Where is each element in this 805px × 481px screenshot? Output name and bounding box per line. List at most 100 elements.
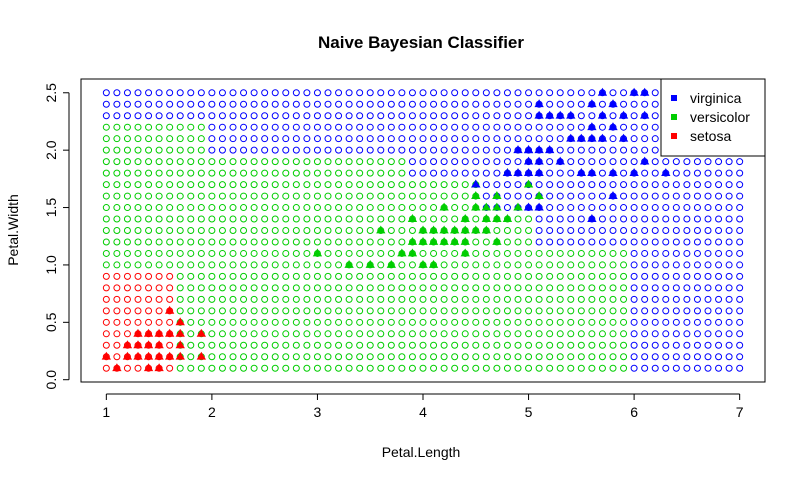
grid-circle-virginica xyxy=(229,112,237,120)
grid-circle-virginica xyxy=(651,330,659,338)
grid-circle-versicolor xyxy=(292,215,300,223)
grid-circle-versicolor xyxy=(567,295,575,303)
grid-circle-versicolor xyxy=(155,169,163,177)
grid-circle-versicolor xyxy=(503,318,511,326)
grid-circle-virginica xyxy=(641,284,649,292)
grid-circle-setosa xyxy=(166,295,174,303)
grid-circle-versicolor xyxy=(261,284,269,292)
grid-circle-versicolor xyxy=(546,341,554,349)
grid-circle-virginica xyxy=(683,181,691,189)
grid-circle-setosa xyxy=(134,307,142,315)
grid-circle-virginica xyxy=(598,204,606,212)
grid-circle-virginica xyxy=(662,364,670,372)
grid-circle-virginica xyxy=(630,192,638,200)
grid-circle-virginica xyxy=(208,123,216,131)
grid-circle-versicolor xyxy=(419,272,427,280)
data-point-setosa xyxy=(196,328,207,337)
grid-circle-versicolor xyxy=(145,158,153,166)
grid-circle-virginica xyxy=(218,146,226,154)
grid-circle-versicolor xyxy=(145,146,153,154)
grid-circle-virginica xyxy=(725,158,733,166)
grid-circle-virginica xyxy=(292,100,300,108)
grid-circle-virginica xyxy=(715,238,723,246)
grid-circle-versicolor xyxy=(229,295,237,303)
data-point-virginica xyxy=(597,87,608,96)
grid-circle-versicolor xyxy=(335,330,343,338)
grid-circle-versicolor xyxy=(176,146,184,154)
grid-circle-virginica xyxy=(683,261,691,269)
grid-circle-versicolor xyxy=(134,238,142,246)
grid-circle-versicolor xyxy=(229,181,237,189)
grid-circle-versicolor xyxy=(514,215,522,223)
grid-circle-virginica xyxy=(123,112,131,120)
grid-circle-versicolor xyxy=(197,123,205,131)
grid-circle-versicolor xyxy=(620,284,628,292)
grid-circle-virginica xyxy=(683,227,691,234)
data-point-setosa xyxy=(164,305,175,314)
grid-circle-versicolor xyxy=(577,353,585,361)
grid-circle-versicolor xyxy=(187,135,195,143)
grid-circle-versicolor xyxy=(313,192,321,200)
grid-circle-versicolor xyxy=(356,158,364,166)
grid-circle-virginica xyxy=(419,158,427,166)
data-point-setosa xyxy=(133,351,143,360)
grid-circle-versicolor xyxy=(620,307,628,315)
grid-circle-versicolor xyxy=(218,158,226,166)
grid-circle-virginica xyxy=(134,100,142,108)
grid-circle-virginica xyxy=(567,238,575,246)
grid-circle-virginica xyxy=(440,100,448,108)
grid-circle-versicolor xyxy=(440,272,448,280)
data-point-versicolor xyxy=(407,236,418,245)
grid-circle-virginica xyxy=(356,146,364,154)
grid-circle-versicolor xyxy=(187,330,195,338)
grid-circle-versicolor xyxy=(387,284,395,292)
grid-circle-virginica xyxy=(725,341,733,349)
grid-circle-versicolor xyxy=(440,261,448,269)
grid-circle-setosa xyxy=(155,295,163,303)
grid-circle-versicolor xyxy=(335,261,343,269)
grid-circle-versicolor xyxy=(514,307,522,315)
grid-circle-versicolor xyxy=(113,227,121,234)
grid-circle-versicolor xyxy=(366,238,374,246)
grid-circle-virginica xyxy=(387,135,395,143)
grid-circle-virginica xyxy=(250,135,258,143)
grid-circle-virginica xyxy=(176,100,184,108)
grid-circle-virginica xyxy=(725,192,733,200)
grid-circle-versicolor xyxy=(197,146,205,154)
grid-circle-versicolor xyxy=(503,227,511,234)
grid-circle-virginica xyxy=(704,330,712,338)
grid-circle-virginica xyxy=(609,146,617,154)
grid-circle-versicolor xyxy=(609,284,617,292)
grid-circle-virginica xyxy=(651,112,659,120)
data-point-versicolor xyxy=(428,259,439,268)
grid-circle-versicolor xyxy=(588,307,596,315)
grid-circle-versicolor xyxy=(261,249,269,257)
grid-circle-virginica xyxy=(704,284,712,292)
grid-circle-versicolor xyxy=(430,364,438,372)
grid-circle-versicolor xyxy=(567,318,575,326)
grid-circle-virginica xyxy=(672,341,680,349)
data-point-setosa xyxy=(154,363,164,372)
grid-circle-versicolor xyxy=(113,135,121,143)
grid-circle-versicolor xyxy=(472,295,480,303)
grid-circle-versicolor xyxy=(387,169,395,177)
grid-circle-virginica xyxy=(641,261,649,269)
grid-circle-virginica xyxy=(556,204,564,212)
grid-circle-setosa xyxy=(166,341,174,349)
grid-circle-virginica xyxy=(577,204,585,212)
grid-circle-setosa xyxy=(134,284,142,292)
grid-circle-versicolor xyxy=(356,181,364,189)
data-point-versicolor xyxy=(460,214,470,222)
grid-circle-virginica xyxy=(546,227,554,234)
grid-circle-virginica xyxy=(271,135,279,143)
grid-circle-versicolor xyxy=(556,261,564,269)
legend-label-virginica: virginica xyxy=(690,90,742,106)
grid-circle-versicolor xyxy=(451,181,459,189)
grid-circle-versicolor xyxy=(525,227,533,234)
grid-circle-virginica xyxy=(250,123,258,131)
grid-circle-versicolor xyxy=(556,284,564,292)
grid-circle-versicolor xyxy=(166,204,174,212)
grid-circle-versicolor xyxy=(556,330,564,338)
data-point-virginica xyxy=(639,87,650,96)
grid-circle-versicolor xyxy=(240,249,248,257)
